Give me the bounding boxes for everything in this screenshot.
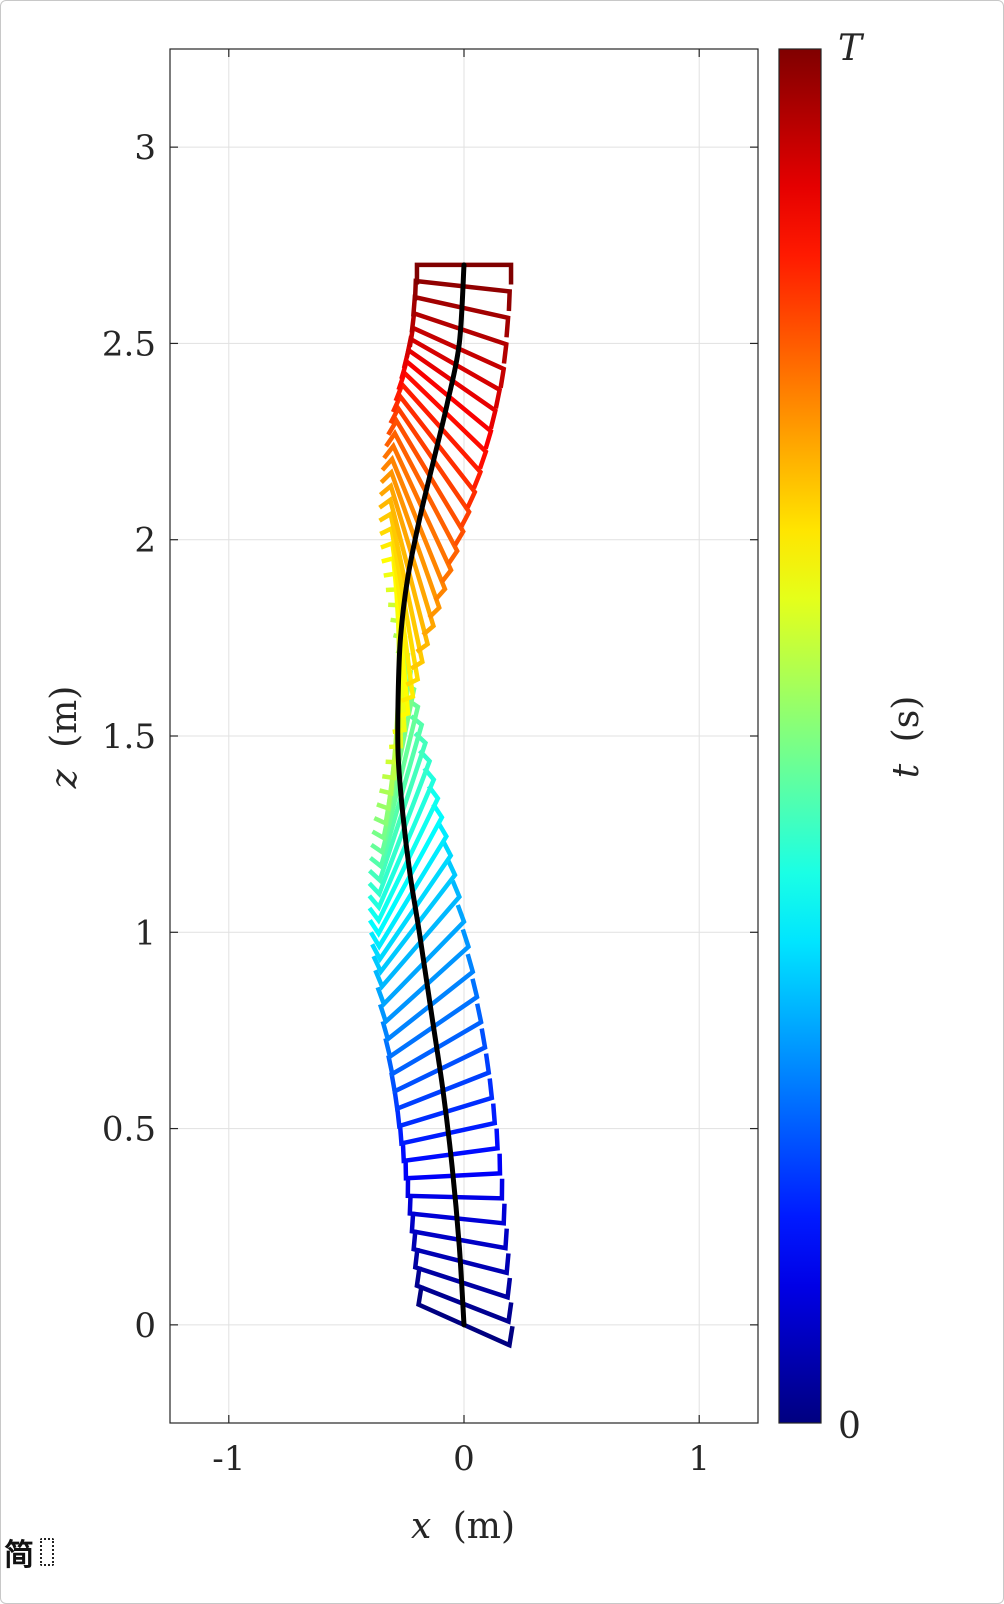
ime-mode-glyph: 简 [4, 1538, 34, 1573]
x-tick-label: -1 [212, 1439, 245, 1479]
dotted-box-icon [40, 1538, 54, 1566]
y-tick-labels: 0 0.5 1 1.5 2 2.5 3 [102, 128, 156, 1346]
y-tick-label: 0 [134, 1306, 156, 1346]
x-axis-variable: x [411, 1506, 431, 1547]
x-tick-label: 0 [453, 1439, 475, 1479]
x-tick-label: 1 [688, 1439, 710, 1479]
y-tick-label: 2.5 [102, 324, 156, 364]
trajectory-line [395, 262, 467, 1328]
y-tick-label: 1.5 [102, 717, 156, 757]
y-tick-label: 0.5 [102, 1110, 156, 1150]
x-axis-label: x (m) [411, 1506, 515, 1547]
colorbar-unit: (s) [886, 696, 927, 743]
y-axis-variable: z [44, 768, 85, 789]
x-axis-unit: (m) [453, 1506, 515, 1547]
colorbar-max-label: T [838, 28, 865, 69]
y-axis-label: z (m) [44, 686, 85, 790]
colorbar-label: t (s) [886, 696, 927, 779]
ime-indicator[interactable]: 简 [4, 1530, 54, 1574]
y-axis-unit: (m) [44, 686, 85, 748]
axis-ticks [170, 49, 758, 1423]
x-tick-labels: -1 0 1 [212, 1439, 710, 1479]
colorbar-variable: t [886, 763, 927, 778]
y-tick-label: 1 [134, 913, 156, 953]
y-tick-label: 3 [134, 128, 156, 168]
colorbar-min-label: 0 [838, 1406, 861, 1447]
y-tick-label: 2 [134, 521, 156, 561]
colorbar [778, 48, 822, 1424]
